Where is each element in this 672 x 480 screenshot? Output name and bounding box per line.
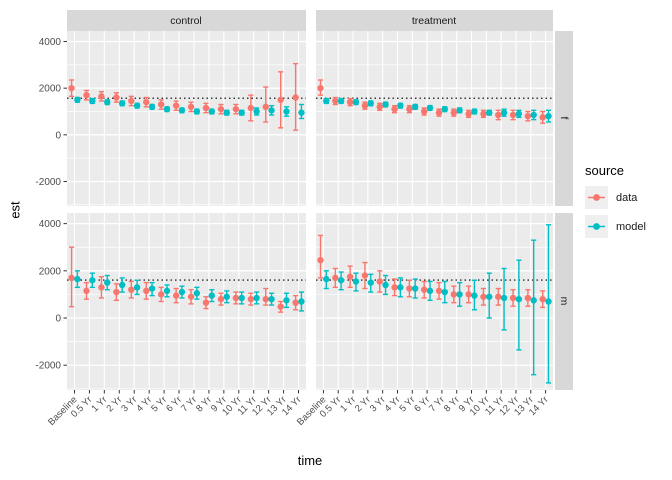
legend-key-model-icon bbox=[585, 215, 608, 238]
facet-strip-f: f bbox=[558, 116, 570, 120]
legend: source data model bbox=[585, 163, 646, 244]
svg-text:4000: 4000 bbox=[39, 219, 62, 230]
facet-strip-m: m bbox=[558, 296, 570, 306]
legend-label-model: model bbox=[616, 220, 646, 233]
legend-entry-data: data bbox=[585, 186, 646, 209]
legend-label-data: data bbox=[616, 191, 638, 204]
svg-text:-2000: -2000 bbox=[35, 361, 61, 372]
svg-text:0: 0 bbox=[55, 130, 61, 141]
svg-text:4000: 4000 bbox=[39, 37, 62, 48]
svg-text:2000: 2000 bbox=[39, 266, 62, 277]
svg-text:2000: 2000 bbox=[39, 84, 62, 95]
facet-strip-control: control bbox=[170, 14, 202, 27]
legend-entry-model: model bbox=[585, 215, 646, 238]
facet-strip-treatment: treatment bbox=[411, 14, 457, 27]
svg-text:0: 0 bbox=[55, 314, 61, 325]
legend-key-data-icon bbox=[585, 186, 608, 209]
svg-text:-2000: -2000 bbox=[35, 177, 61, 188]
x-axis-title: time bbox=[297, 453, 323, 468]
y-axis-title: est bbox=[7, 201, 23, 219]
legend-title: source bbox=[585, 163, 625, 178]
